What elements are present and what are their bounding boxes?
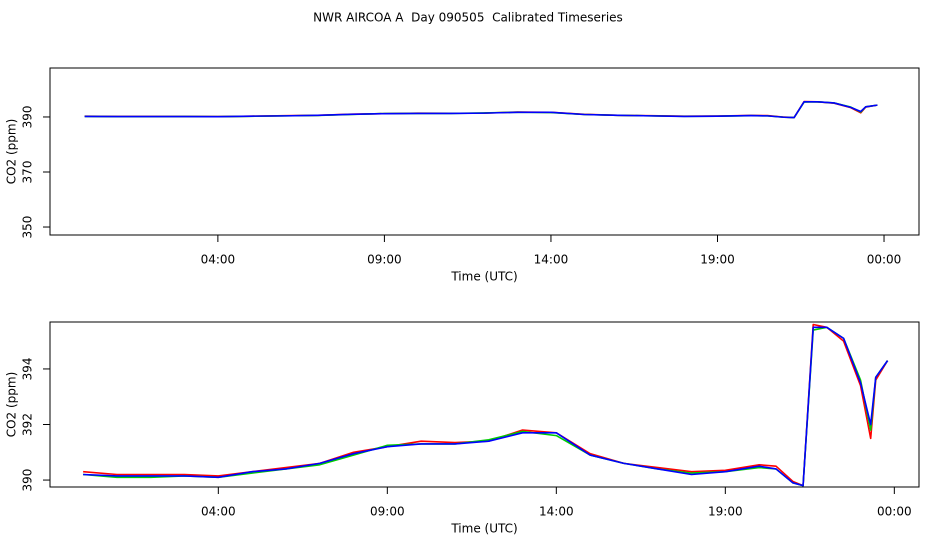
x-tick-label: 14:00 [534, 253, 569, 267]
x-axis-title: Time (UTC) [450, 270, 517, 284]
data-line [83, 326, 889, 487]
y-tick-label: 350 [21, 216, 35, 239]
x-tick-label: 19:00 [708, 505, 743, 519]
plot-frame [49, 67, 920, 236]
y-tick-label: 390 [21, 469, 35, 492]
data-line [83, 323, 889, 487]
x-tick-label: 19:00 [700, 253, 735, 267]
x-axis-title: Time (UTC) [450, 522, 517, 536]
y-tick-label: 390 [21, 106, 35, 129]
x-tick-label: 14:00 [539, 505, 574, 519]
y-tick-label: 370 [21, 161, 35, 184]
x-tick-label: 09:00 [370, 505, 405, 519]
x-tick-label: 09:00 [367, 253, 402, 267]
y-axis-title: CO2 (ppm) [5, 372, 19, 438]
x-tick-label: 04:00 [201, 505, 236, 519]
x-tick-label: 00:00 [877, 505, 912, 519]
x-tick-label: 04:00 [201, 253, 236, 267]
plot-frame [49, 321, 920, 488]
page-title: NWR AIRCOA A Day 090505 Calibrated Times… [313, 11, 623, 25]
y-tick-label: 392 [21, 413, 35, 436]
x-tick-label: 00:00 [867, 253, 902, 267]
y-axis-title: CO2 (ppm) [5, 119, 19, 185]
data-line [83, 326, 889, 487]
data-line [84, 101, 878, 119]
y-tick-label: 394 [21, 357, 35, 380]
